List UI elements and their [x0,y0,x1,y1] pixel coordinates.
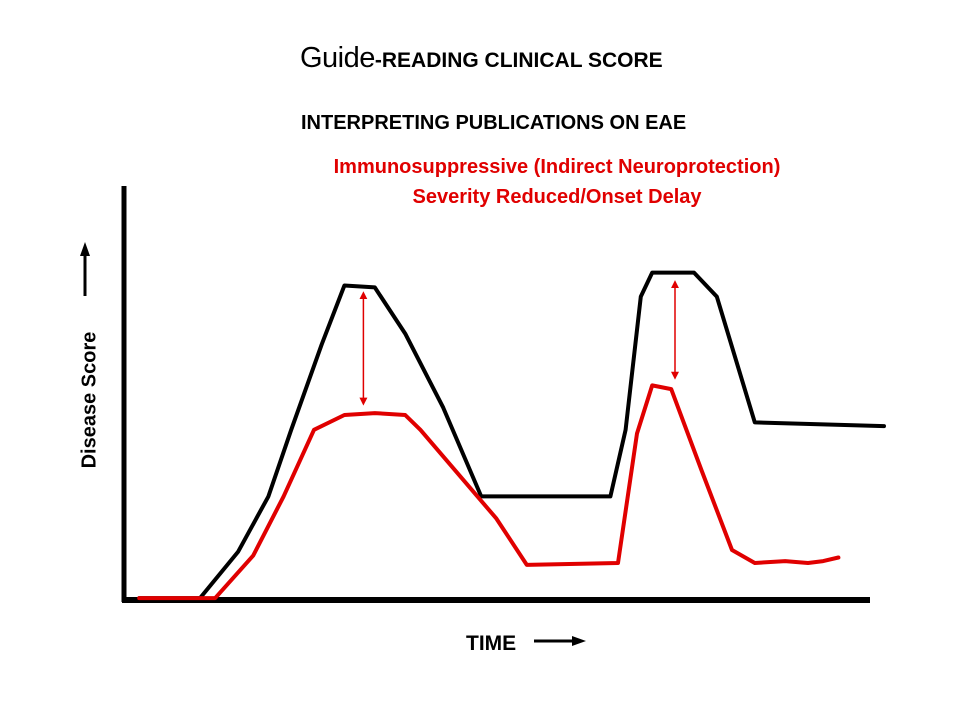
series-layer [137,270,886,601]
series-line-control [137,270,886,601]
x-direction-arrow-head [572,636,586,646]
difference-arrows [359,280,679,406]
chart-title-guide: Guide [300,42,375,74]
chart-title: Guide-READING CLINICAL SCORE [300,42,663,75]
annotation-line-2: Severity Reduced/Onset Delay [412,186,702,208]
y-direction-arrow-head [80,242,90,256]
series-line-treated [137,383,841,601]
x-axis-label: TIME [466,632,517,655]
chart-title-rest: -READING CLINICAL SCORE [374,49,663,72]
axes [80,186,870,646]
chart-subtitle: INTERPRETING PUBLICATIONS ON EAE [301,112,687,134]
annotation-line-1: Immunosuppressive (Indirect Neuroprotect… [333,156,781,178]
